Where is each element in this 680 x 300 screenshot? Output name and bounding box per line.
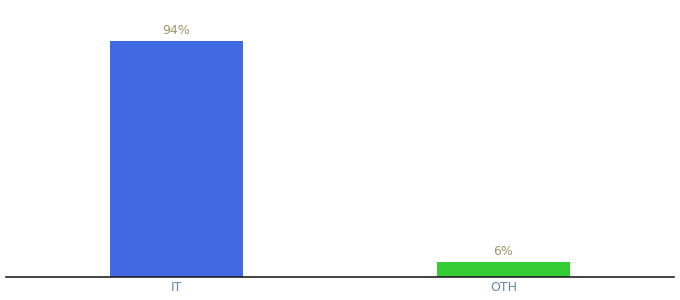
- Text: 6%: 6%: [494, 245, 513, 258]
- Bar: [437, 262, 571, 277]
- Bar: [109, 41, 243, 277]
- Text: 94%: 94%: [163, 24, 190, 37]
